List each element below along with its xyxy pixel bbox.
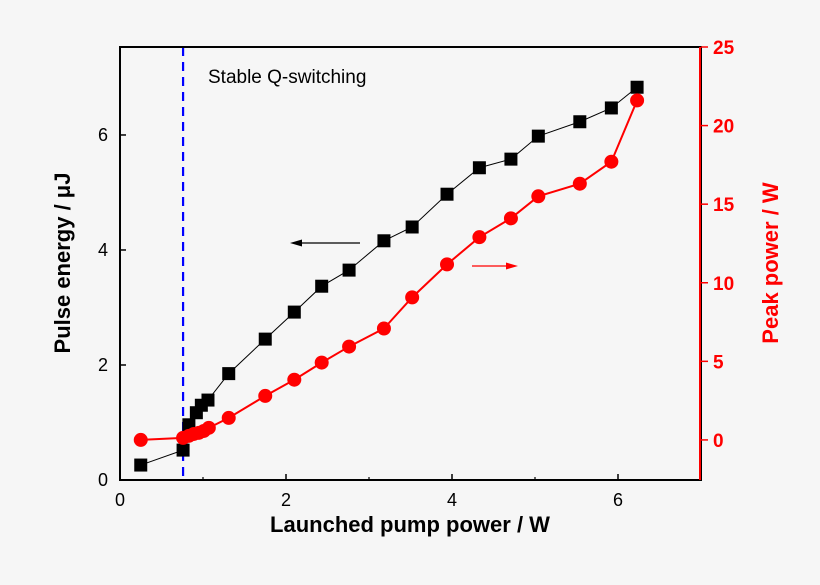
pulse-energy-point [440,187,454,201]
peak-power-point [531,189,546,204]
pulse-energy-line [140,86,638,466]
peak-power-point [572,176,587,191]
x-axis-label: Launched pump power / W [270,512,550,537]
pulse-energy-point [201,393,215,407]
right-arrow [472,262,518,270]
peak-power-point [342,339,357,354]
pulse-energy-point [630,80,644,94]
pulse-energy-point [377,234,391,248]
peak-power-point [201,420,216,435]
peak-power-point [221,410,236,425]
peak-power-point [258,388,273,403]
right-axis-line [699,47,701,480]
y-axis-label: Pulse energy / μJ [50,173,75,354]
x-tick-label: 6 [613,490,623,510]
x-tick-label: 4 [447,490,457,510]
y2-tick-label: 20 [713,117,734,138]
y-tick-label: 4 [98,240,108,260]
y2-tick-label: 25 [713,38,735,59]
pulse-energy-point [258,332,272,346]
y-tick-label: 2 [98,355,108,375]
peak-power-line [140,100,639,441]
peak-power-point [630,93,645,108]
peak-power-point [604,154,619,169]
pulse-energy-point [604,101,618,115]
pulse-energy-point [504,152,518,166]
pulse-energy-point [134,458,148,472]
y2-tick-label: 0 [713,431,724,452]
peak-power-point [287,372,302,387]
y2-tick-label: 10 [713,274,734,295]
x-tick-label: 2 [281,490,291,510]
annotation-label: Stable Q-switching [208,67,366,88]
y2-tick-label: 5 [713,352,724,373]
pulse-energy-point [176,443,190,457]
pulse-energy-point [573,115,587,129]
y2-tick-label: 15 [713,195,735,216]
peak-power-point [405,290,420,305]
pulse-energy-point [405,220,419,234]
y-tick-label: 0 [98,470,108,490]
x-tick-label: 0 [115,490,125,510]
pulse-energy-point [287,305,301,319]
pulse-energy-point [342,263,356,277]
peak-power-point [472,230,487,245]
peak-power-point [440,257,455,272]
pulse-energy-point [222,367,236,381]
pulse-energy-point [315,279,329,293]
pulse-energy-point [531,129,545,143]
peak-power-point [314,355,329,370]
peak-power-point [376,321,391,336]
y2-axis-label: Peak power / W [758,182,783,344]
peak-power-point [133,432,148,447]
pulse-energy-point [472,161,486,175]
left-arrow [290,239,360,247]
y-tick-label: 6 [98,125,108,145]
peak-power-point [503,211,518,226]
